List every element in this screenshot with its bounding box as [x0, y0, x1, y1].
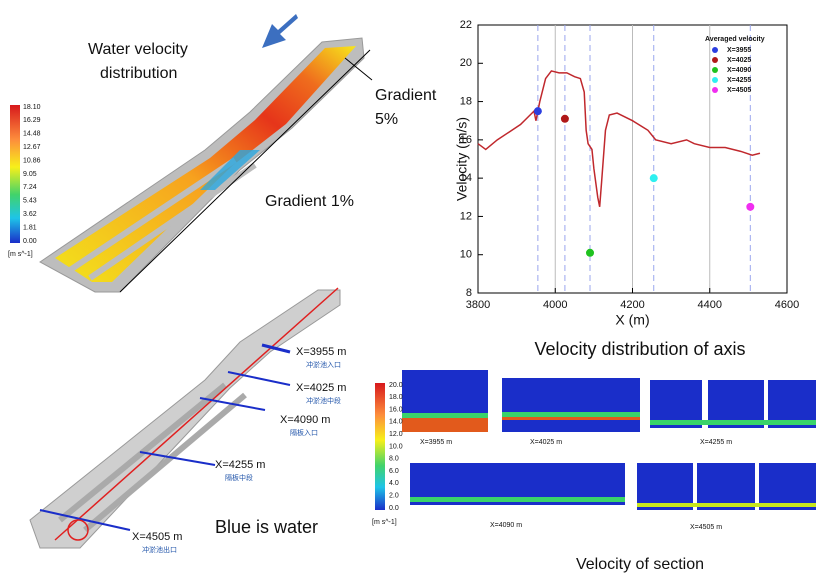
x-tick-label: 4000: [543, 299, 567, 311]
bracket: [119, 49, 371, 293]
panel-label: X=4025 m: [530, 439, 562, 446]
y-tick-label: 12: [460, 210, 472, 222]
colorbar-label: 18.10: [23, 104, 41, 111]
section-note: 冲淤池出口: [142, 545, 177, 554]
caption: Velocity of section: [576, 556, 704, 573]
marker: [586, 248, 595, 257]
colorbar: [10, 105, 20, 243]
colorbar-label: 8.0: [389, 456, 399, 463]
panel-label: X=4255 m: [700, 439, 732, 446]
y-tick-label: 8: [466, 287, 472, 299]
colorbar-label: 18.0: [389, 394, 403, 401]
colorbar-label: 14.0: [389, 419, 403, 426]
panel-label: X=4505 m: [690, 524, 722, 531]
panel-label: X=3955 m: [420, 439, 452, 446]
marker: [533, 107, 542, 116]
x-tick-label: 4600: [775, 299, 799, 311]
colorbar-label: 4.0: [389, 480, 399, 487]
section-note: 冲淤池中段: [306, 396, 341, 405]
legend-label: X=4090: [727, 67, 751, 74]
colorbar-label: 10.86: [23, 157, 41, 164]
y-tick-label: 20: [460, 57, 472, 69]
colorbar-label: 3.62: [23, 211, 37, 218]
y-tick-label: 14: [460, 172, 472, 184]
colorbar-label: 0.00: [23, 238, 37, 245]
legend-label: X=4505: [727, 87, 751, 94]
gradient-label: Gradient: [375, 87, 437, 104]
colorbar-unit: [m s^-1]: [372, 519, 397, 526]
colorbar-label: 20.0: [389, 382, 403, 389]
colorbar-label: 16.0: [389, 406, 403, 413]
velocity-render: [39, 37, 365, 293]
gradient-label: Gradient 1%: [265, 193, 354, 210]
caption: Velocity distribution of axis: [534, 339, 745, 359]
colorbar-label: 10.0: [389, 443, 403, 450]
colorbar-label: 12.67: [23, 144, 41, 151]
colorbar-unit: [m s^-1]: [8, 251, 33, 258]
section-label: X=4090 m: [280, 414, 330, 426]
y-tick-label: 16: [460, 134, 472, 146]
y-tick-label: 18: [460, 95, 472, 107]
section-panels: [402, 370, 816, 510]
colorbar-label: 2.0: [389, 493, 399, 500]
y-tick-label: 22: [460, 19, 472, 31]
colorbar-label: 16.29: [23, 117, 41, 124]
legend-swatch: [712, 47, 718, 53]
section-note: 隔板入口: [290, 428, 318, 437]
legend-title: Averaged velocity: [705, 36, 765, 43]
x-tick-label: 3800: [466, 299, 490, 311]
colorbar-label: 14.48: [23, 131, 41, 138]
colorbar-label: 5.43: [23, 198, 37, 205]
colorbar-label: 7.24: [23, 184, 37, 191]
render-title: Water velocity: [88, 41, 188, 58]
colorbar-label: 6.0: [389, 468, 399, 475]
legend-swatch: [712, 57, 718, 63]
legend-label: X=3955: [727, 47, 751, 54]
legend-swatch: [712, 67, 718, 73]
section-render: [29, 287, 341, 549]
legend-swatch: [712, 77, 718, 83]
section-note: 隔板中段: [225, 473, 253, 482]
bracket: [344, 57, 373, 81]
panel-label: X=4090 m: [490, 522, 522, 529]
section-label: X=4505 m: [132, 531, 182, 543]
colorbar-label: 9.05: [23, 171, 37, 178]
y-axis-label: Velocity (m/s): [454, 117, 470, 201]
render-title: distribution: [100, 65, 177, 82]
gradient-label: 5%: [375, 111, 398, 128]
section-note: 冲淤池入口: [306, 360, 341, 369]
marker: [649, 174, 658, 183]
legend-label: X=4255: [727, 77, 751, 84]
y-tick-label: 10: [460, 249, 472, 261]
flow-arrow: [262, 14, 298, 48]
section-label: X=3955 m: [296, 346, 346, 358]
legend-swatch: [712, 87, 718, 93]
colorbar-label: 12.0: [389, 431, 403, 438]
marker: [560, 114, 569, 123]
x-tick-label: 4200: [620, 299, 644, 311]
caption: Blue is water: [215, 517, 318, 537]
x-axis-label: X (m): [615, 312, 649, 328]
x-tick-label: 4400: [698, 299, 722, 311]
colorbar-label: 0.0: [389, 505, 399, 512]
colorbar: [375, 383, 385, 510]
legend-label: X=4025: [727, 57, 751, 64]
marker: [746, 202, 755, 211]
section-label: X=4025 m: [296, 382, 346, 394]
section-label: X=4255 m: [215, 459, 265, 471]
colorbar-label: 1.81: [23, 224, 37, 231]
